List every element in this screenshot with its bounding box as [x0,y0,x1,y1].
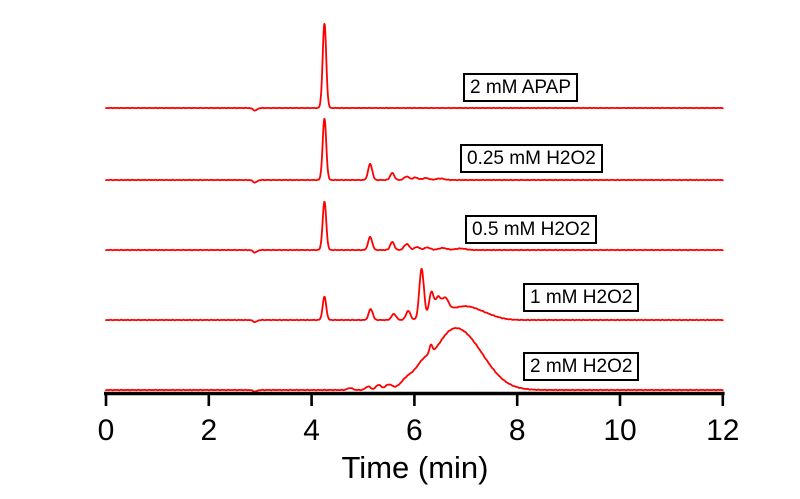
x-axis-title: Time (min) [341,450,489,485]
x-tick-label: 12 [706,414,739,447]
trace-line-2 [105,200,724,254]
x-tick-label: 2 [200,414,217,447]
trace-line-4 [105,327,724,393]
trace-label-box-1: 0.25 mM H2O2 [460,144,603,173]
trace-line-0 [105,23,724,112]
trace-line-1 [105,117,724,184]
x-tick-label: 4 [303,414,320,447]
x-tick-label: 10 [603,414,636,447]
trace-label-box-3: 1 mM H2O2 [523,283,640,312]
x-tick-label: 6 [406,414,423,447]
x-tick-label: 0 [98,414,115,447]
trace-line-3 [105,267,724,324]
trace-label-box-4: 2 mM H2O2 [523,352,640,381]
trace-label-box-0: 2 mM APAP [463,73,579,102]
x-tick-label: 8 [509,414,526,447]
trace-label-box-2: 0.5 mM H2O2 [465,215,598,244]
